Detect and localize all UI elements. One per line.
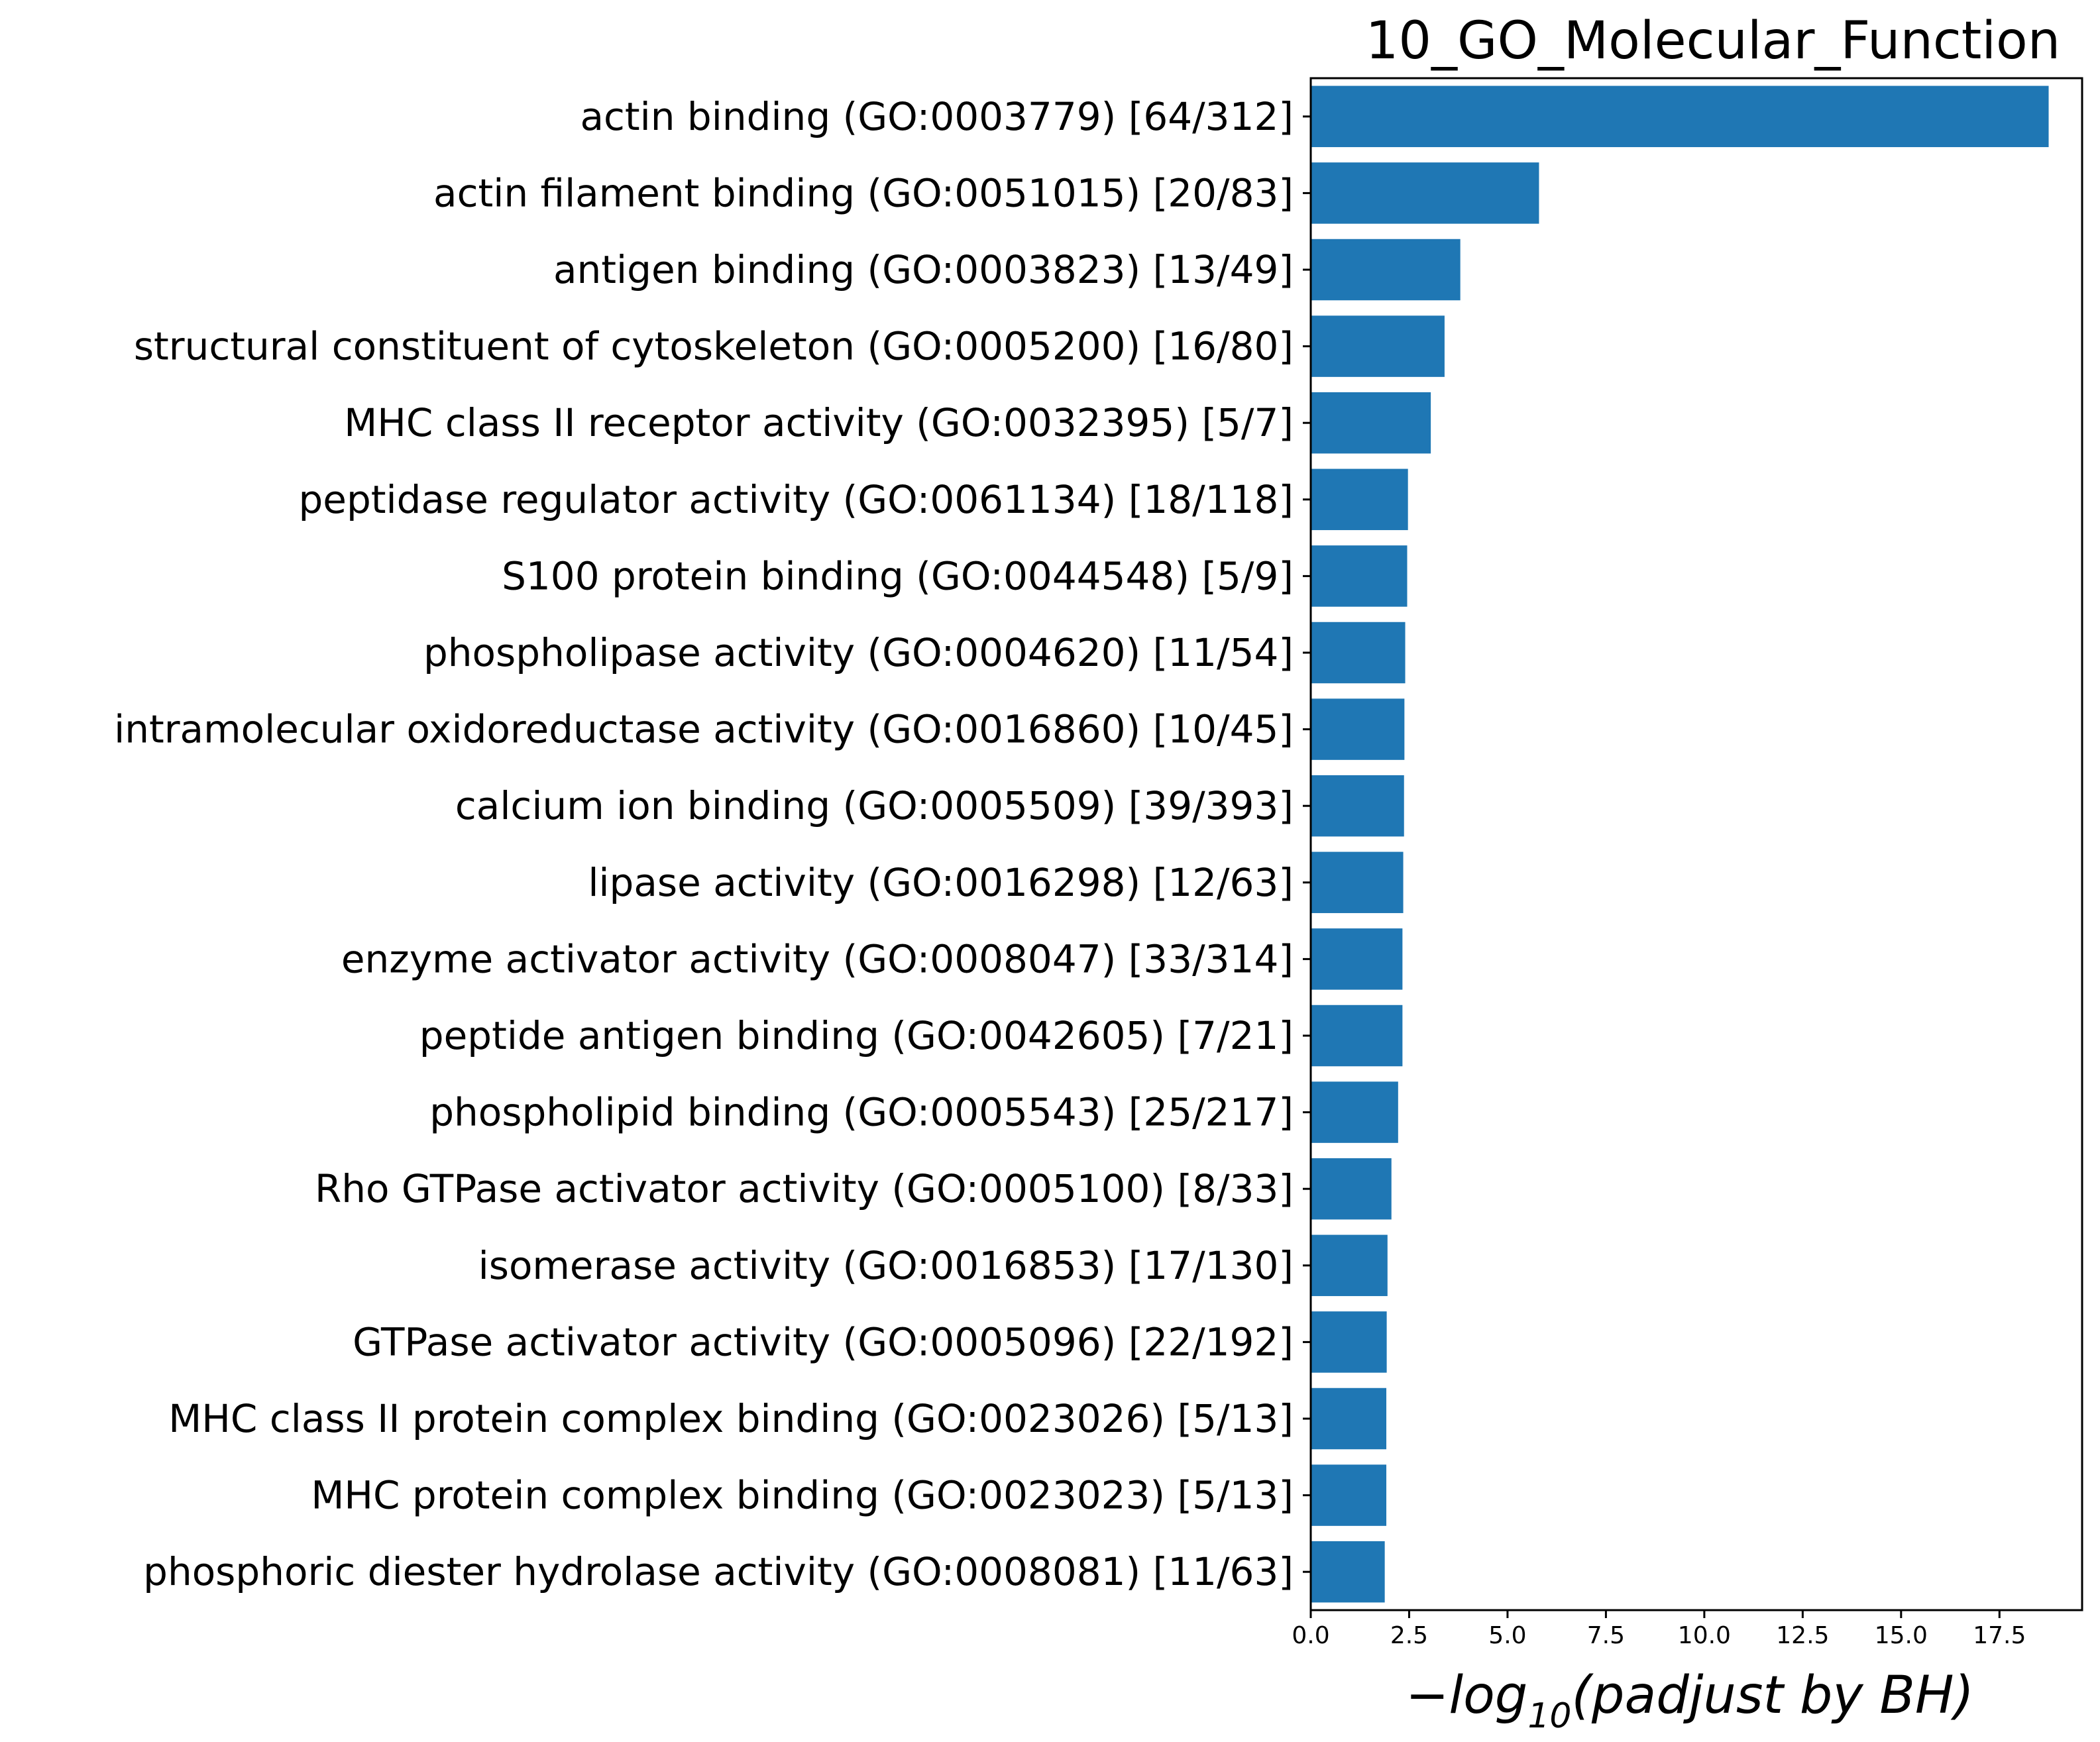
x-axis-label-subscript: 10 [1527,1696,1571,1736]
category-label: actin filament binding (GO:0051015) [20/… [433,170,1294,215]
bar [1311,1158,1392,1220]
bar [1311,698,1405,760]
bar [1311,392,1431,454]
bar [1311,1311,1387,1373]
category-label: structural constituent of cytoskeleton (… [134,324,1294,369]
category-label: intramolecular oxidoreductase activity (… [114,707,1294,752]
bar [1311,239,1461,301]
category-label: calcium ion binding (GO:0005509) [39/393… [455,783,1294,828]
bar [1311,1464,1387,1526]
x-tick-label: 17.5 [1973,1622,2026,1649]
bar [1311,1388,1387,1450]
bar [1311,1005,1403,1067]
bars-layer [1311,85,2049,1603]
category-label: peptidase regulator activity (GO:0061134… [298,477,1294,522]
x-tick-label: 2.5 [1390,1622,1428,1649]
bar [1311,928,1403,990]
bar [1311,1234,1388,1297]
bar [1311,1541,1385,1603]
axes: 0.0 2.5 5.0 7.5 10.0 12.5 15.0 17.5 [1292,77,2083,1649]
bar [1311,1081,1398,1143]
chart-title: 10_GO_Molecular_Function [1366,11,2060,71]
bar [1311,162,1539,224]
category-label: peptide antigen binding (GO:0042605) [7/… [419,1013,1294,1058]
category-label: lipase activity (GO:0016298) [12/63] [588,860,1294,905]
category-labels: actin binding (GO:0003779) [64/312] actin… [114,94,1294,1594]
x-tick-label: 7.5 [1587,1622,1625,1649]
category-label: GTPase activator activity (GO:0005096) [… [353,1319,1294,1364]
axes-frame [1309,77,2083,1611]
category-label: antigen binding (GO:0003823) [13/49] [553,247,1294,292]
x-axis-label-prefix: −log [1406,1666,1527,1725]
x-tick-label: 12.5 [1776,1622,1829,1649]
bar [1311,85,2049,148]
x-axis-label: −log10(padjust by BH) [1406,1666,1974,1736]
bar [1311,851,1404,914]
category-label: isomerase activity (GO:0016853) [17/130] [478,1243,1294,1288]
category-label: Rho GTPase activator activity (GO:000510… [315,1166,1294,1211]
x-tick-label: 0.0 [1292,1622,1329,1649]
category-label: MHC protein complex binding (GO:0023023)… [311,1473,1294,1518]
category-label: enzyme activator activity (GO:0008047) [… [341,936,1294,981]
category-label: phospholipase activity (GO:0004620) [11/… [423,630,1294,675]
x-tick-label: 10.0 [1678,1622,1731,1649]
category-label: S100 protein binding (GO:0044548) [5/9] [502,553,1294,598]
category-label: MHC class II receptor activity (GO:00323… [344,400,1294,445]
bar [1311,468,1408,531]
bar [1311,545,1408,607]
x-tick-label: 15.0 [1875,1622,1928,1649]
x-tick-label: 5.0 [1488,1622,1526,1649]
x-axis-label-suffix: (padjust by BH) [1572,1666,1974,1725]
category-label: actin binding (GO:0003779) [64/312] [580,94,1294,139]
category-label: phosphoric diester hydrolase activity (G… [143,1549,1294,1594]
category-label: MHC class II protein complex binding (GO… [168,1396,1294,1441]
bar [1311,622,1406,684]
bar [1311,775,1404,837]
category-label: phospholipid binding (GO:0005543) [25/21… [429,1090,1294,1135]
bar [1311,315,1445,377]
